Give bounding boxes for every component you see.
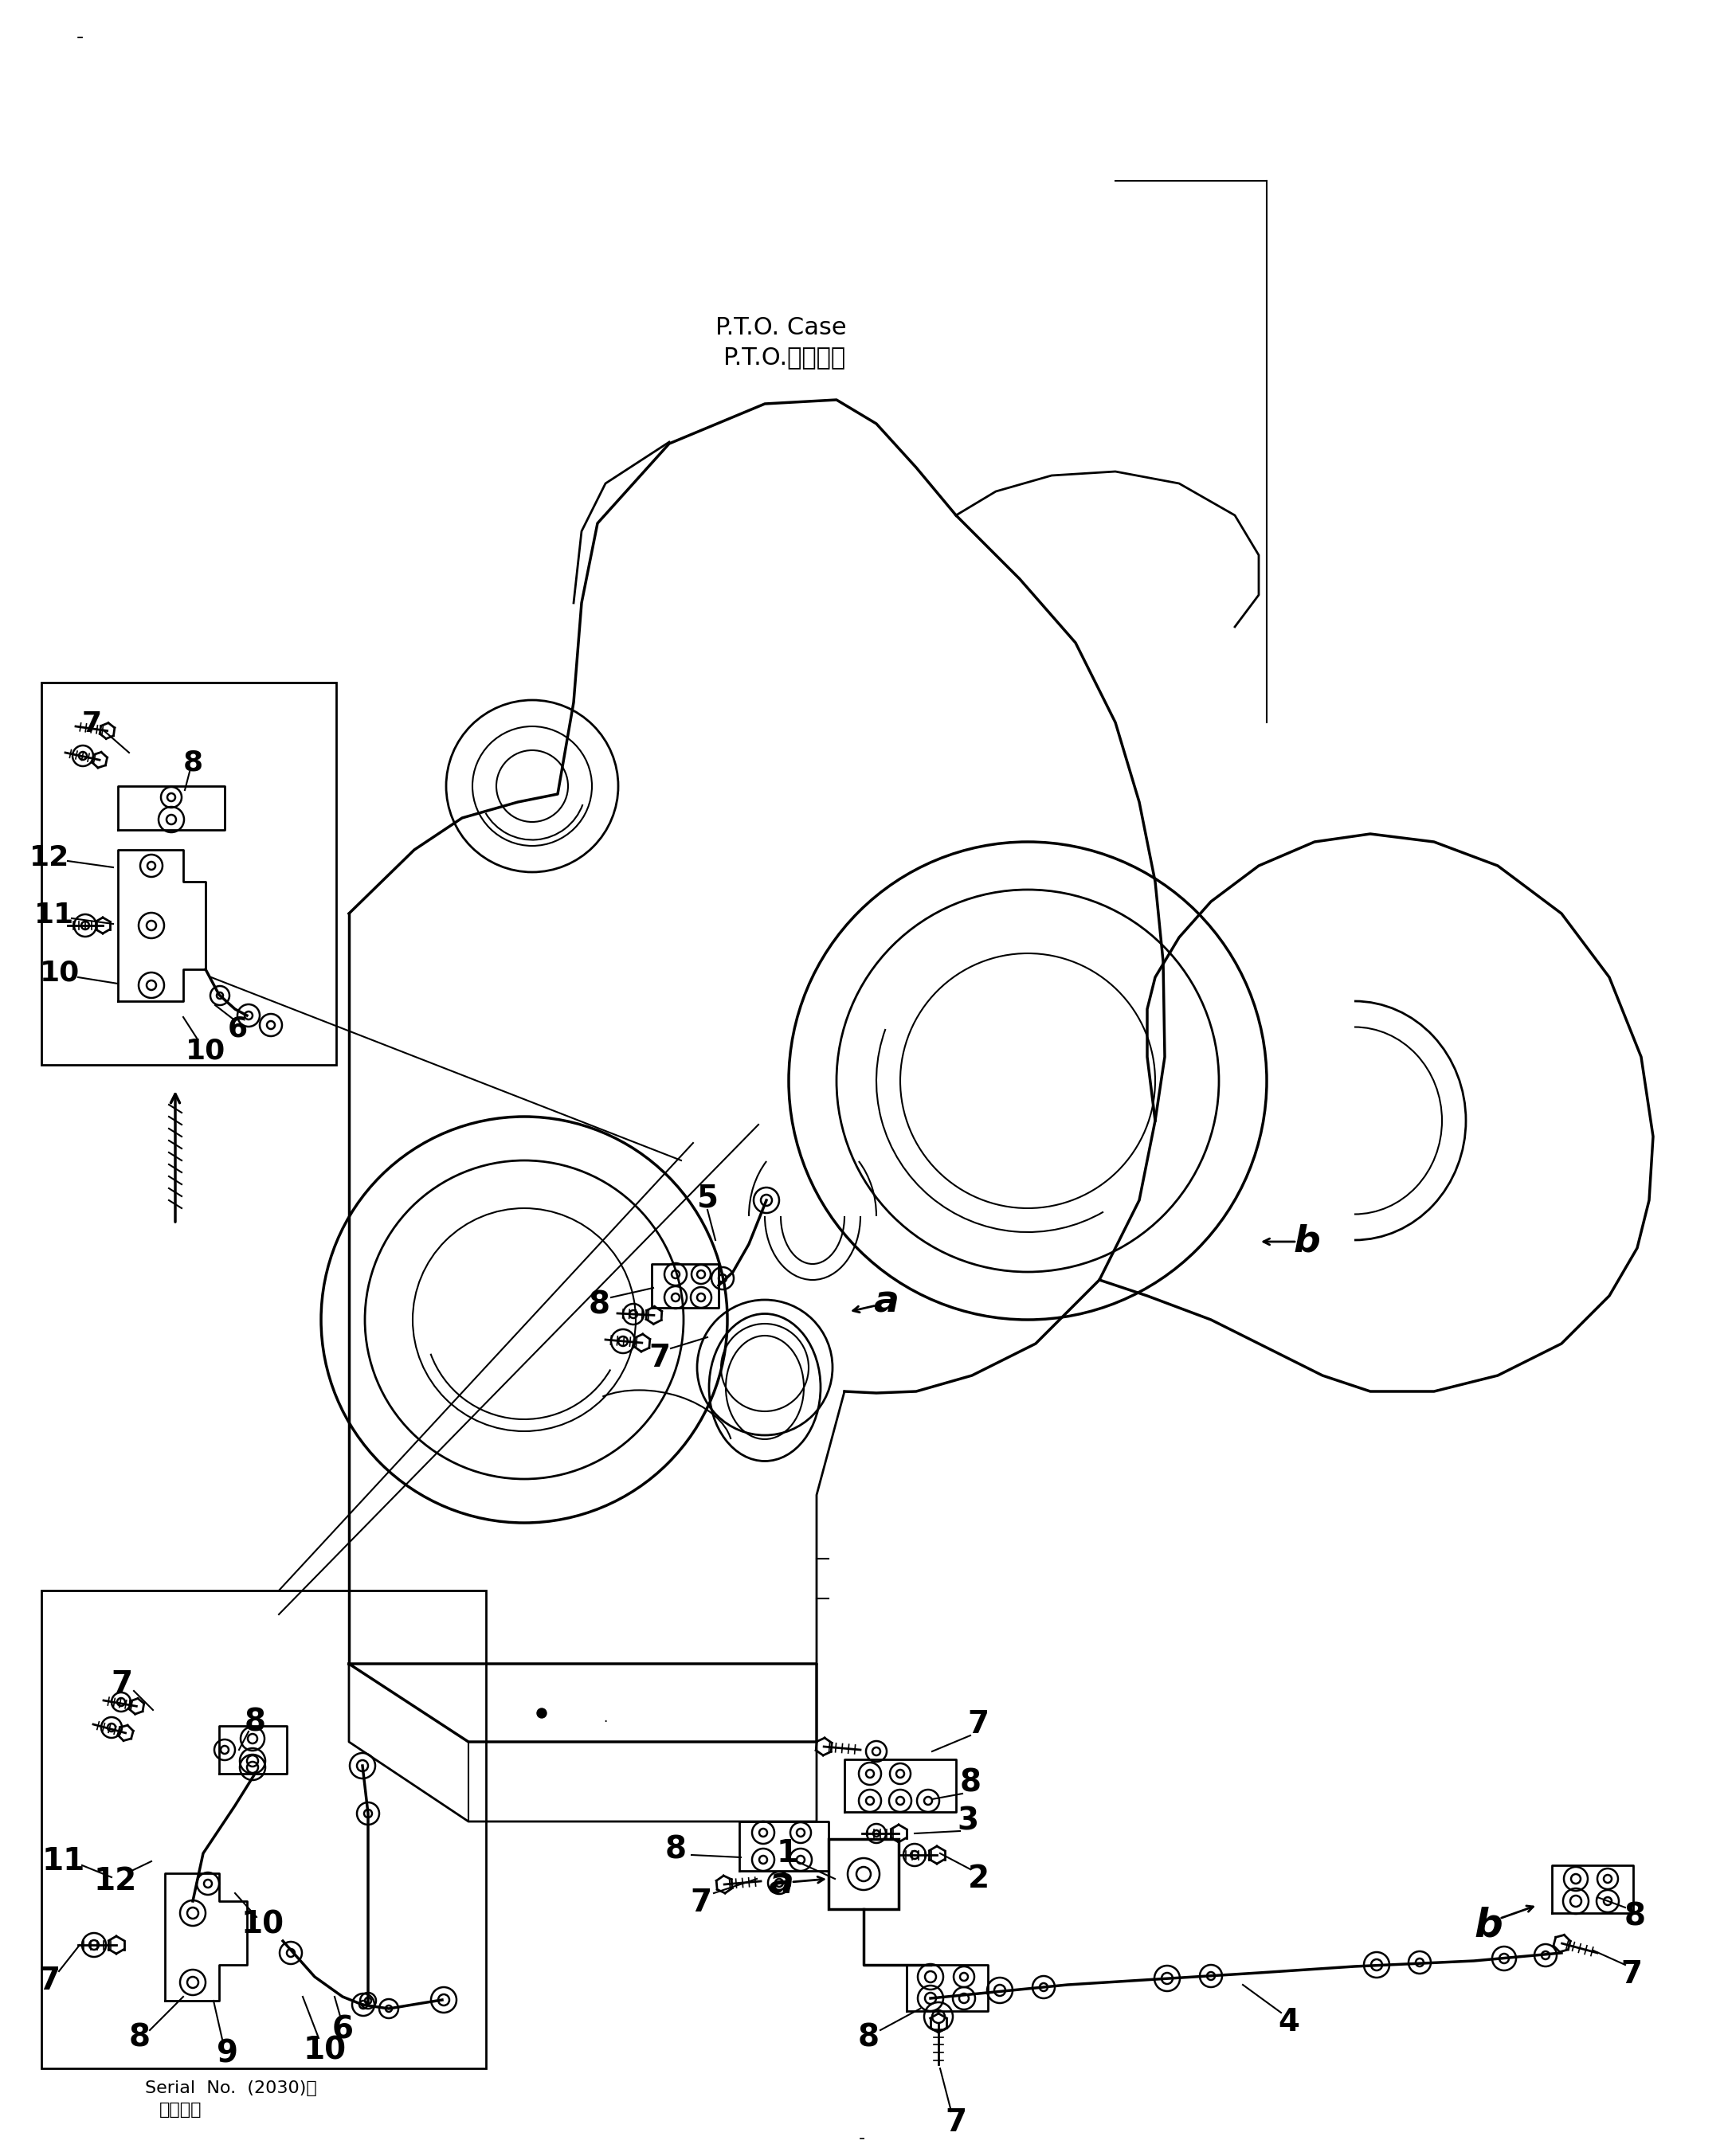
Text: Serial  No.  (2030)～: Serial No. (2030)～: [145, 2081, 317, 2096]
Text: 8: 8: [129, 2022, 150, 2053]
Text: .: .: [603, 1710, 607, 1725]
Text: P.T.O.．ケース: P.T.O.．ケース: [724, 347, 845, 369]
Text: -: -: [859, 2130, 865, 2147]
Text: 8: 8: [588, 1289, 610, 1319]
Text: 11: 11: [41, 1846, 86, 1876]
Text: 8: 8: [245, 1708, 265, 1738]
Text: 7: 7: [81, 711, 102, 737]
Text: 6: 6: [228, 1015, 248, 1044]
Text: 10: 10: [40, 959, 79, 987]
Text: 7: 7: [967, 1710, 990, 1740]
Text: 8: 8: [183, 748, 203, 776]
Bar: [829, 1839, 898, 1908]
Text: 7: 7: [945, 2106, 967, 2139]
Circle shape: [536, 1708, 547, 1718]
Text: 10: 10: [241, 1910, 284, 1940]
Text: 8: 8: [665, 1835, 686, 1865]
Text: 11: 11: [34, 901, 74, 929]
Text: 10: 10: [186, 1037, 226, 1065]
Text: 5: 5: [696, 1184, 719, 1214]
Text: 7: 7: [648, 1343, 671, 1373]
Text: 1: 1: [776, 1839, 798, 1869]
Bar: [41, 683, 336, 1065]
Text: 12: 12: [29, 845, 69, 871]
Text: 6: 6: [331, 2016, 353, 2046]
Text: -: -: [76, 28, 83, 47]
Text: P.T.O. Case: P.T.O. Case: [715, 317, 846, 341]
Text: a: a: [872, 1285, 898, 1319]
Text: 7: 7: [110, 1669, 133, 1699]
Text: a: a: [769, 1865, 793, 1902]
Text: 9: 9: [216, 2040, 238, 2070]
Text: 7: 7: [38, 1966, 60, 1996]
Text: 2: 2: [967, 1863, 990, 1893]
Text: 3: 3: [957, 1807, 979, 1837]
Text: b: b: [1474, 1906, 1502, 1945]
Text: 8: 8: [960, 1768, 981, 1798]
Text: 12: 12: [93, 1867, 138, 1897]
Text: 8: 8: [857, 2022, 879, 2053]
Text: 8: 8: [1624, 1902, 1645, 1932]
Text: b: b: [1293, 1225, 1321, 1259]
Bar: [41, 1591, 486, 2068]
Text: 7: 7: [690, 1889, 712, 1919]
Text: 4: 4: [1277, 2007, 1300, 2037]
Text: 10: 10: [303, 2035, 347, 2065]
Text: 7: 7: [1621, 1960, 1643, 1990]
Text: 過用号機: 過用号機: [159, 2102, 202, 2117]
